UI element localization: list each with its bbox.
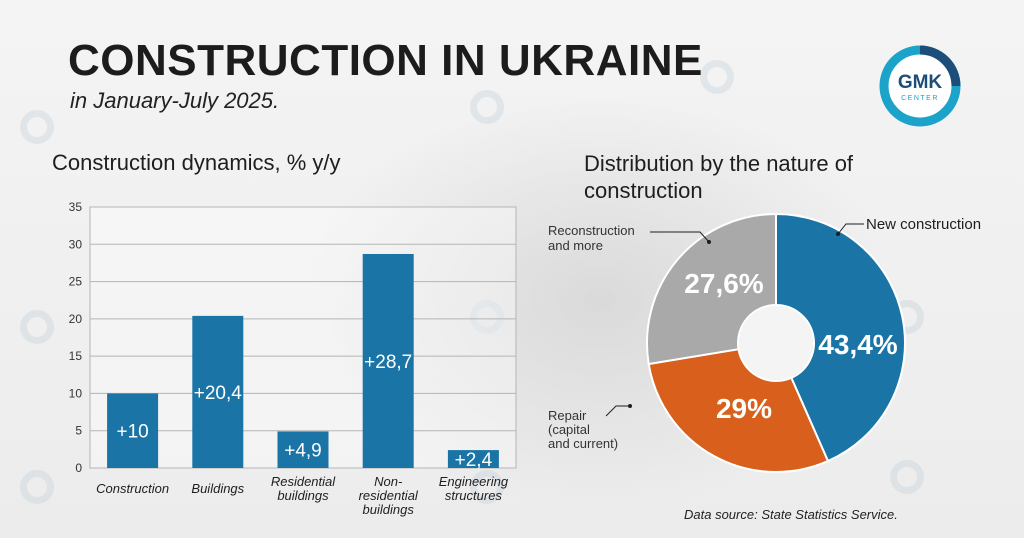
leader-dot — [836, 232, 840, 236]
watermark-icon — [470, 470, 504, 504]
bar-value-label: +20,4 — [194, 383, 243, 404]
data-source: Data source: State Statistics Service. — [684, 507, 898, 522]
leader-line — [837, 223, 864, 235]
y-tick-label: 35 — [69, 200, 83, 214]
slice-name-label: Reconstruction and more — [548, 223, 635, 253]
bar — [192, 315, 244, 468]
y-tick-label: 20 — [69, 312, 83, 326]
category-label: Construction — [96, 481, 169, 496]
y-tick-label: 5 — [75, 424, 82, 438]
bar-value-label: +28,7 — [364, 352, 412, 373]
watermark-icon — [700, 60, 734, 94]
gmk-center-logo: GMK CENTER — [879, 45, 961, 127]
watermark-icon — [20, 310, 54, 344]
watermark-icon — [470, 300, 504, 334]
donut-chart: 43,4% 29% 27,6% New construction Reconstruct… — [548, 212, 981, 473]
donut-hole — [739, 306, 813, 380]
leader-dot — [628, 404, 632, 408]
bar — [362, 253, 414, 468]
category-label: Non-residential buildings — [359, 474, 419, 517]
plot-area — [89, 206, 517, 469]
bar-value-label: +4,9 — [284, 441, 322, 462]
bar-chart-title: Construction dynamics, % y/y — [52, 150, 341, 175]
category-label: Residential buildings — [271, 474, 336, 503]
y-tick-label: 10 — [69, 386, 83, 400]
watermark-icon — [470, 90, 504, 124]
bar — [277, 431, 329, 468]
y-tick-label: 30 — [69, 237, 83, 251]
slice-percent-label: 27,6% — [684, 268, 763, 299]
bar-value-label: +2,4 — [455, 450, 493, 471]
watermark-icon — [890, 460, 924, 494]
donut-slice — [775, 212, 906, 463]
slice-percent-label: 29% — [716, 393, 772, 424]
pie-chart-title: Distribution by the nature of constructi… — [584, 151, 854, 203]
leader-dot — [707, 240, 711, 244]
donut-slice — [647, 348, 830, 473]
bar — [447, 450, 499, 468]
page-subtitle: in January-July 2025. — [70, 88, 280, 113]
slice-name-label: Repair (capital and current) — [548, 408, 618, 451]
category-label: Buildings — [191, 481, 244, 496]
page-title: CONSTRUCTION IN UKRAINE — [68, 36, 703, 85]
logo-text: GMK — [898, 72, 943, 93]
watermark-icon — [20, 110, 54, 144]
y-tick-label: 0 — [75, 461, 82, 475]
bar — [107, 393, 159, 468]
donut-slice — [646, 212, 777, 366]
y-tick-label: 15 — [69, 349, 83, 363]
leader-line — [605, 405, 630, 417]
slice-percent-label: 43,4% — [818, 329, 897, 360]
leader-line — [650, 231, 710, 243]
category-label: Engineering structures — [439, 474, 509, 503]
slice-name-label: New construction — [866, 216, 981, 233]
logo-subtext: CENTER — [901, 95, 939, 102]
bar-chart: 0 5 10 15 20 25 30 35 +10 Construction +20,4 Buildi… — [69, 200, 517, 517]
watermark-icon — [20, 470, 54, 504]
bar-value-label: +10 — [116, 422, 148, 443]
y-tick-label: 25 — [69, 275, 83, 289]
